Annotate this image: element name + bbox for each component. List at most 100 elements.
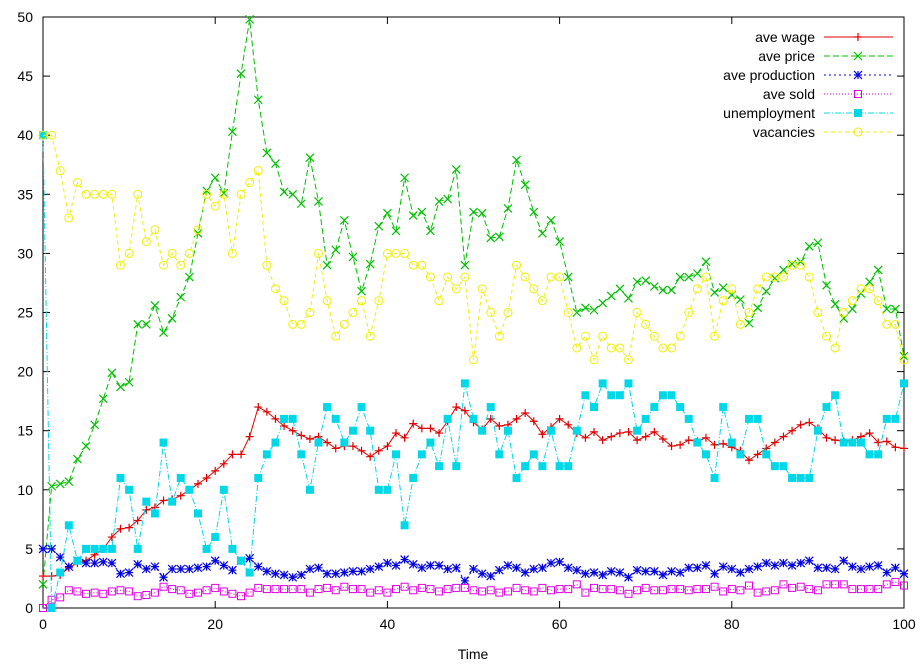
data-point: [262, 148, 272, 158]
data-point: [107, 558, 117, 568]
data-point: [693, 438, 702, 447]
legend-marker: [854, 109, 862, 117]
data-point: [159, 582, 168, 591]
data-point: [451, 563, 461, 573]
data-point: [796, 420, 805, 429]
data-point: [710, 331, 720, 341]
data-point: [366, 426, 375, 435]
data-point: [753, 284, 763, 294]
data-point: [788, 426, 797, 435]
data-point: [357, 566, 366, 576]
data-point: [839, 438, 848, 447]
data-point: [340, 582, 349, 591]
data-point: [55, 552, 65, 562]
data-point: [39, 604, 47, 612]
data-point: [262, 407, 271, 416]
data-point: [254, 403, 263, 412]
data-point: [762, 587, 771, 596]
data-point: [176, 586, 185, 595]
data-point: [219, 189, 229, 199]
data-point: [159, 260, 169, 270]
data-point: [469, 564, 478, 574]
data-point: [692, 284, 702, 294]
data-point: [443, 414, 452, 423]
data-point: [710, 287, 720, 297]
data-point: [417, 207, 427, 217]
data-point: [658, 391, 667, 400]
data-point: [521, 462, 530, 471]
series-vacancies: [38, 130, 909, 365]
data-point: [589, 305, 599, 315]
data-point: [718, 296, 728, 306]
data-point: [339, 319, 349, 329]
data-point: [607, 432, 616, 441]
data-point: [107, 368, 117, 378]
data-point: [727, 284, 737, 294]
data-point: [572, 565, 582, 575]
data-point: [494, 232, 504, 242]
data-point: [529, 587, 538, 596]
data-point: [581, 303, 590, 313]
legend-marker: [853, 51, 863, 61]
data-point: [374, 562, 384, 572]
data-point: [124, 568, 134, 577]
data-point: [460, 260, 470, 270]
data-point: [847, 304, 857, 314]
data-point: [193, 225, 203, 235]
data-point: [882, 414, 891, 423]
data-point: [150, 300, 160, 310]
data-point: [744, 318, 754, 328]
data-point: [658, 434, 667, 443]
data-point: [98, 189, 108, 199]
data-point: [159, 438, 168, 447]
data-point: [331, 586, 340, 595]
data-point: [99, 589, 108, 598]
data-point: [417, 450, 426, 459]
x-tick-label: 0: [39, 616, 47, 632]
data-point: [305, 588, 314, 597]
data-point: [253, 95, 263, 105]
data-point: [615, 586, 624, 595]
data-point: [150, 562, 160, 572]
data-point: [606, 343, 616, 353]
data-point: [452, 403, 461, 412]
data-point: [392, 450, 401, 459]
x-tick-label: 100: [892, 616, 916, 632]
data-point: [658, 343, 668, 353]
data-point: [563, 308, 573, 317]
data-point: [270, 284, 280, 294]
data-point: [658, 570, 668, 580]
data-point: [623, 355, 633, 365]
data-point: [211, 533, 220, 542]
data-point: [778, 272, 788, 282]
data-point: [796, 558, 806, 568]
data-point: [580, 331, 590, 341]
data-point: [718, 283, 728, 293]
data-point: [650, 427, 659, 436]
data-point: [813, 308, 823, 317]
data-point: [641, 566, 651, 576]
data-point: [882, 319, 892, 329]
data-point: [701, 585, 710, 594]
data-point: [788, 583, 797, 592]
data-point: [761, 558, 771, 568]
data-point: [116, 569, 125, 579]
data-point: [116, 524, 125, 533]
data-point: [701, 257, 711, 267]
data-point: [408, 260, 418, 270]
data-point: [589, 568, 599, 577]
data-point: [486, 571, 496, 581]
data-point: [47, 544, 57, 554]
data-point: [512, 563, 521, 573]
data-point: [425, 272, 435, 282]
data-point: [64, 586, 73, 595]
data-point: [761, 286, 771, 296]
data-point: [392, 429, 401, 438]
data-point: [745, 581, 754, 590]
data-point: [323, 438, 332, 447]
data-point: [529, 564, 539, 574]
data-point: [297, 431, 306, 440]
data-point: [555, 557, 565, 567]
data-point: [891, 577, 900, 586]
